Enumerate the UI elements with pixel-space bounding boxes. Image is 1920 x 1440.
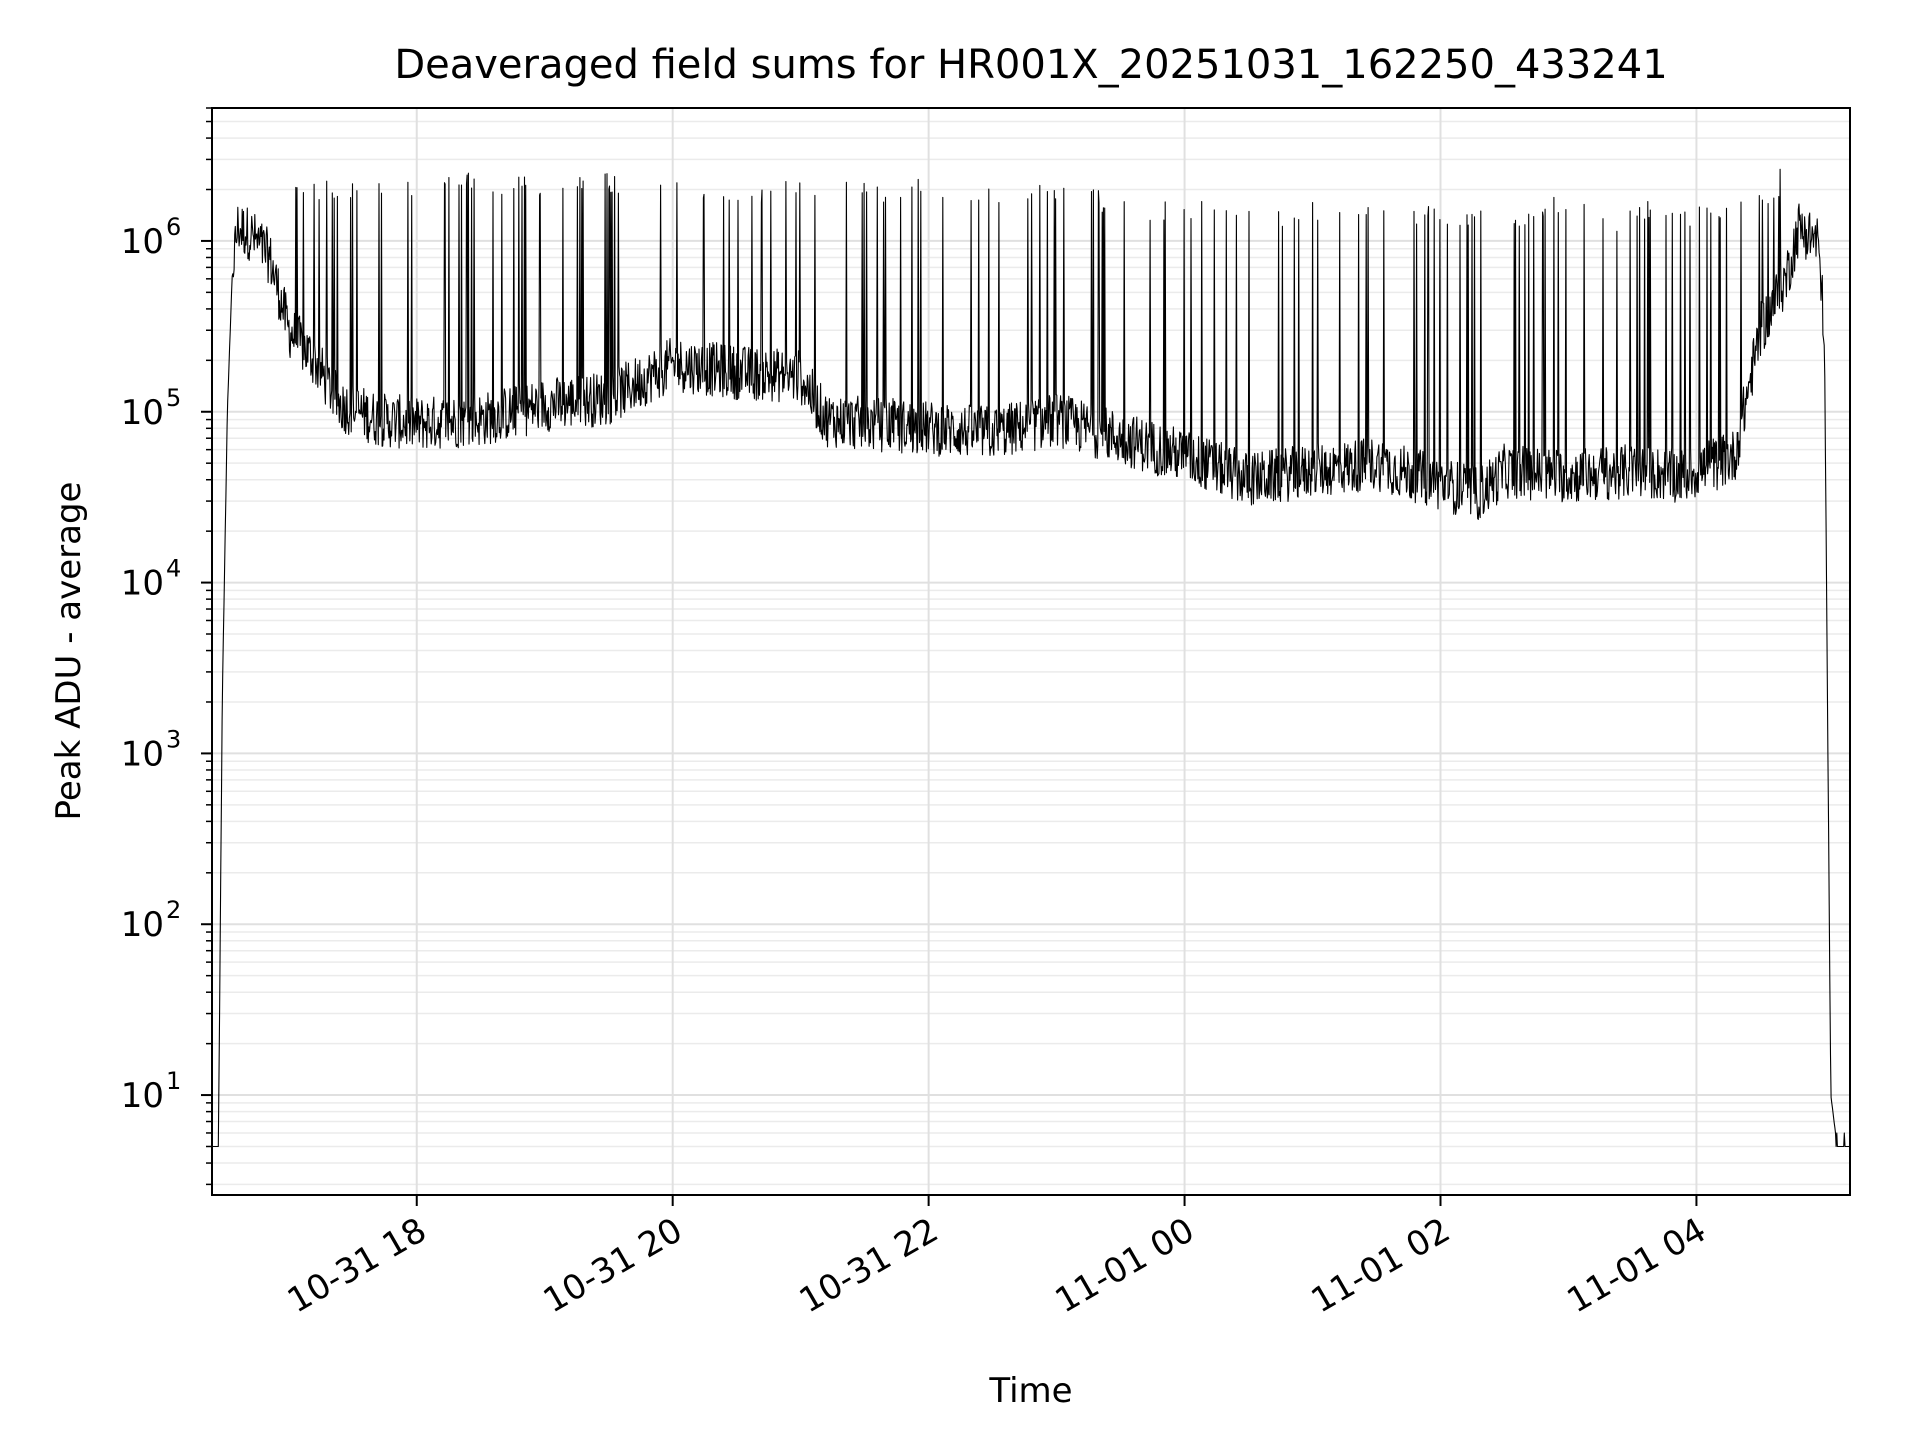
chart-title: Deaveraged field sums for HR001X_2025103… bbox=[394, 42, 1667, 88]
y-tick-exponent: 5 bbox=[166, 384, 181, 412]
y-tick-label: 10 bbox=[121, 905, 164, 945]
y-tick-label: 10 bbox=[121, 393, 164, 433]
y-axis-label: Peak ADU - average bbox=[49, 482, 89, 821]
y-tick-label: 10 bbox=[121, 222, 164, 262]
y-tick-label: 10 bbox=[121, 1076, 164, 1116]
y-tick-exponent: 3 bbox=[166, 725, 181, 753]
y-tick-base: 10 bbox=[121, 734, 164, 774]
y-tick-base: 10 bbox=[121, 222, 164, 262]
y-tick-exponent: 6 bbox=[166, 213, 181, 241]
y-tick-base: 10 bbox=[121, 564, 164, 604]
y-tick-base: 10 bbox=[121, 905, 164, 945]
y-tick-label: 10 bbox=[121, 564, 164, 604]
plot-frame bbox=[211, 107, 1851, 1196]
series-line bbox=[212, 168, 1850, 1148]
y-tick-base: 10 bbox=[121, 393, 164, 433]
y-tick-base: 10 bbox=[121, 1076, 164, 1116]
y-tick-label: 10 bbox=[121, 734, 164, 774]
y-tick-exponent: 1 bbox=[166, 1067, 181, 1095]
x-axis-label: Time bbox=[988, 1371, 1072, 1411]
y-tick-exponent: 4 bbox=[166, 555, 181, 583]
y-minor-grid bbox=[212, 107, 1850, 1186]
y-tick-exponent: 2 bbox=[166, 896, 181, 924]
